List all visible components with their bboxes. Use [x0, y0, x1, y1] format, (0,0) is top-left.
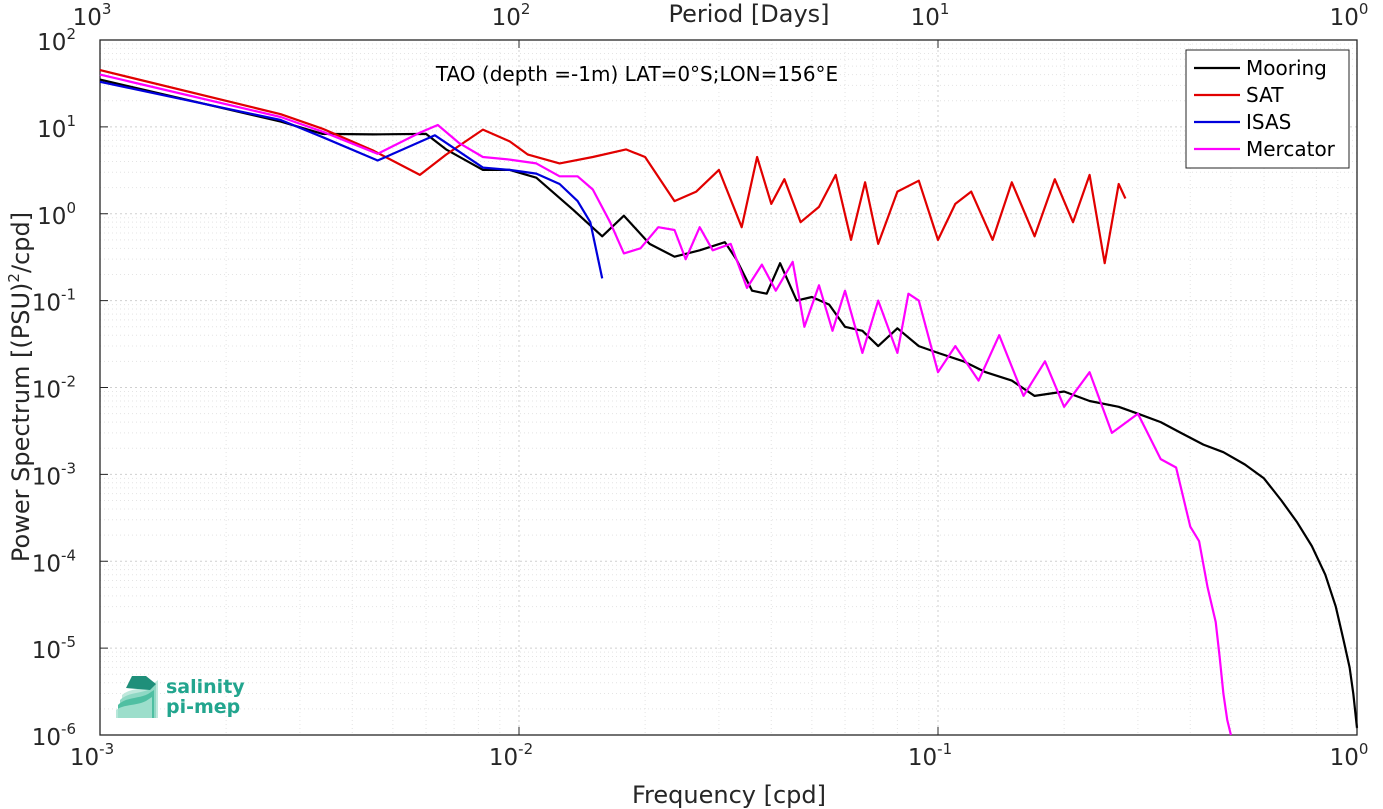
legend-label: SAT [1246, 83, 1284, 107]
top-tick-label-base: 10 [492, 5, 521, 31]
y-tick-label-base: 10 [37, 30, 66, 56]
legend-items: Mooring SAT ISAS Mercator [1194, 56, 1336, 161]
plot-frame [99, 39, 1358, 736]
chart-title: TAO (depth =-1m) LAT=0°S;LON=156°E [435, 62, 838, 86]
series-line-sat [99, 69, 1127, 265]
top-tick-label-exp: 1 [940, 0, 950, 18]
y-axis-label: Power Spectrum [(PSU)2/cpd] [5, 212, 35, 562]
x-tick-label-base: 10 [70, 745, 99, 771]
y-tick-label-base: 10 [32, 638, 61, 664]
y-tick-label: 100 [37, 199, 76, 230]
salinity-pi-mep-logo: salinity pi-mep [116, 676, 245, 718]
x-tick-label-exp: -2 [518, 740, 533, 758]
x-tick-label: 10-1 [908, 740, 952, 771]
legend: Mooring SAT ISAS Mercator [1185, 49, 1350, 169]
top-axis-label: Period [Days] [668, 0, 829, 28]
y-axis-label-tail: /cpd] [7, 212, 35, 273]
x-tick-label: 100 [1330, 740, 1369, 771]
y-tick-label-exp: -1 [61, 286, 76, 304]
legend-label: Mercator [1246, 137, 1336, 161]
y-tick-label: 10-1 [32, 286, 76, 317]
legend-label: Mooring [1246, 56, 1327, 80]
top-tick-label-base: 10 [73, 5, 102, 31]
y-tick-label-base: 10 [32, 464, 61, 490]
y-tick-label-exp: -4 [61, 546, 76, 564]
x-tick-label-exp: -3 [99, 740, 114, 758]
logo-waves-icon [116, 676, 158, 718]
series-line-mooring [99, 78, 1359, 729]
x-tick-label-base: 10 [489, 745, 518, 771]
top-tick-label-base: 10 [1330, 5, 1359, 31]
top-tick-label: 102 [492, 0, 531, 31]
y-tick-label-base: 10 [32, 378, 61, 404]
y-tick-label-exp: -5 [61, 633, 76, 651]
y-tick-label-exp: 1 [66, 112, 76, 130]
top-tick-label-exp: 3 [102, 0, 112, 18]
top-tick-label: 103 [73, 0, 112, 31]
top-tick-label-exp: 2 [521, 0, 531, 18]
x-axis-label: Frequency [cpd] [632, 781, 826, 809]
y-tick-label-exp: 0 [66, 199, 76, 217]
y-tick-label-base: 10 [32, 725, 61, 751]
x-tick-label-exp: -1 [937, 740, 952, 758]
y-tick-label-exp: 2 [66, 25, 76, 43]
legend-label: ISAS [1246, 110, 1291, 134]
y-tick-label: 102 [37, 25, 76, 56]
y-tick-label-exp: -3 [61, 459, 76, 477]
y-tick-label: 10-2 [32, 373, 76, 404]
y-tick-label-base: 10 [37, 204, 66, 230]
grid [99, 40, 1357, 736]
top-tick-label: 101 [911, 0, 950, 31]
top-tick-label-base: 10 [911, 5, 940, 31]
top-tick-label: 100 [1330, 0, 1369, 31]
x-tick-label-base: 10 [908, 745, 937, 771]
y-tick-label-exp: -2 [61, 373, 76, 391]
series-line-isas [99, 80, 604, 279]
y-tick-label-exp: -6 [61, 720, 76, 738]
series-line-mercator [99, 73, 1232, 736]
y-tick-label: 10-3 [32, 459, 76, 490]
x-tick-label-exp: 0 [1359, 740, 1369, 758]
x-tick-label: 10-3 [70, 740, 114, 771]
y-axis-label-sup: 2 [5, 273, 23, 283]
logo-line1: salinity [166, 676, 245, 698]
y-axis-label-main: Power Spectrum [(PSU) [7, 283, 35, 562]
y-tick-label-base: 10 [37, 117, 66, 143]
y-tick-label: 10-6 [32, 720, 76, 751]
logo-line2: pi-mep [166, 696, 240, 718]
y-tick-label-base: 10 [32, 291, 61, 317]
x-tick-label: 10-2 [489, 740, 533, 771]
y-tick-label: 10-5 [32, 633, 76, 664]
y-tick-label-base: 10 [32, 551, 61, 577]
x-tick-label-base: 10 [1330, 745, 1359, 771]
top-tick-label-exp: 0 [1359, 0, 1369, 18]
y-tick-label: 101 [37, 112, 76, 143]
y-tick-label: 10-4 [32, 546, 76, 577]
series-lines [99, 69, 1359, 736]
